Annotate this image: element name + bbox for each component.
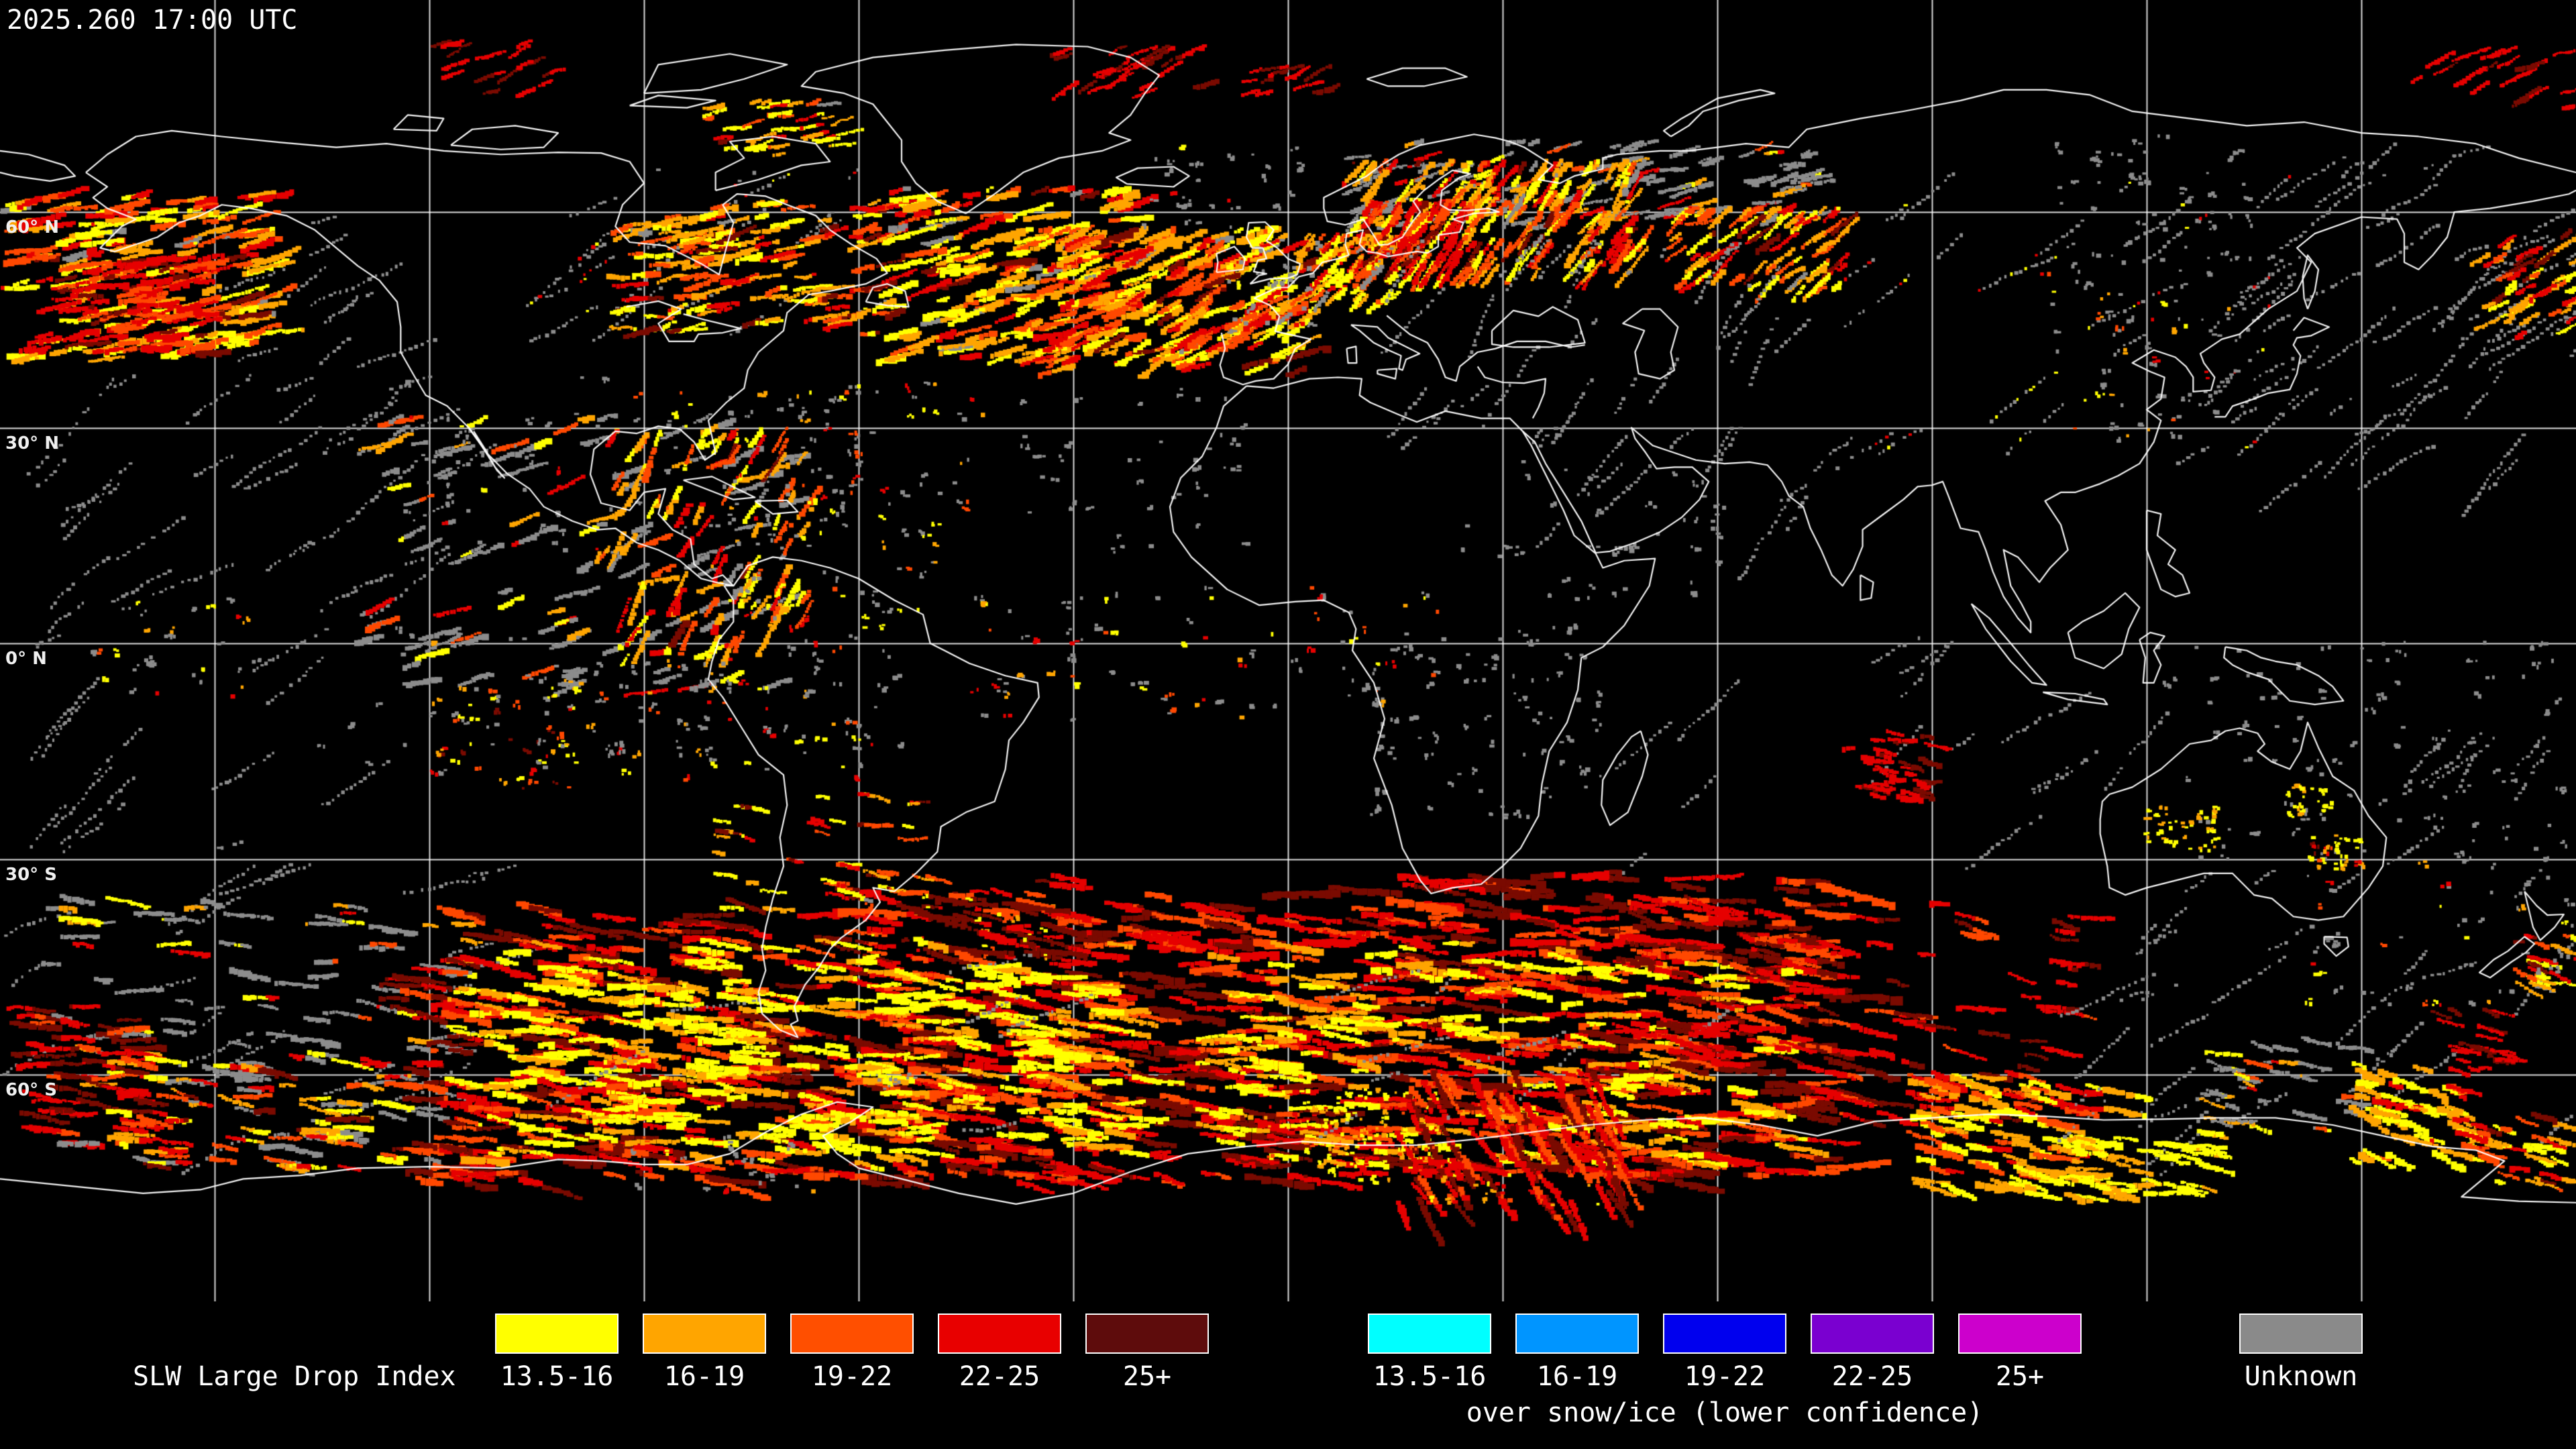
legend-snow-ice-item-label: 25+ <box>1995 1361 2045 1392</box>
legend-unknown-label: Unknown <box>2244 1361 2358 1392</box>
latitude-label: 30° N <box>5 433 59 453</box>
latitude-label: 30° S <box>5 865 57 885</box>
legend-standard-item-swatch <box>495 1313 619 1354</box>
legend-standard-item-swatch <box>643 1313 766 1354</box>
legend-standard-item-label: 25+ <box>1122 1361 1172 1392</box>
legend-standard-item-swatch <box>938 1313 1061 1354</box>
legend-standard-item-swatch <box>1085 1313 1209 1354</box>
legend-standard-item-label: 22-25 <box>959 1361 1040 1392</box>
legend-unknown-swatch <box>2239 1313 2363 1354</box>
legend-standard-item-label: 19-22 <box>811 1361 893 1392</box>
legend-snow-ice-item-swatch <box>1368 1313 1491 1354</box>
latitude-label: 60° N <box>5 217 59 237</box>
legend-snow-ice-item-swatch <box>1515 1313 1639 1354</box>
legend-standard-item-label: 13.5-16 <box>500 1361 614 1392</box>
legend-standard-item-label: 16-19 <box>663 1361 745 1392</box>
legend-title: SLW Large Drop Index <box>133 1361 456 1392</box>
legend-snow-ice-item-label: 22-25 <box>1831 1361 1913 1392</box>
legend-snow-ice-item-swatch <box>1958 1313 2082 1354</box>
latitude-label: 0° N <box>5 649 47 669</box>
timestamp: 2025.260 17:00 UTC <box>7 5 298 36</box>
legend-snow-ice-item-swatch <box>1663 1313 1786 1354</box>
legend-snow-ice-caption: over snow/ice (lower confidence) <box>1466 1397 1984 1428</box>
legend-snow-ice-item-swatch <box>1811 1313 1934 1354</box>
legend-snow-ice-item-label: 16-19 <box>1536 1361 1618 1392</box>
latitude-label: 60° S <box>5 1080 57 1100</box>
legend-snow-ice-item-label: 19-22 <box>1684 1361 1766 1392</box>
legend-standard-item-swatch <box>790 1313 914 1354</box>
world-map-canvas <box>0 0 2576 1301</box>
legend-snow-ice-item-label: 13.5-16 <box>1373 1361 1487 1392</box>
